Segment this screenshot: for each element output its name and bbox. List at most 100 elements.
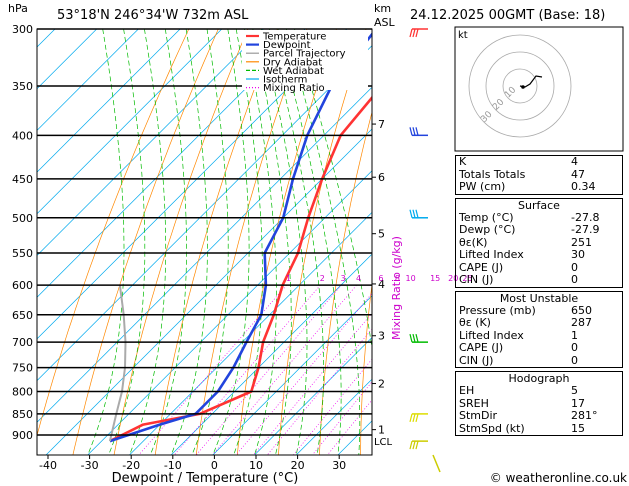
storm-motion-marker [521, 85, 525, 89]
wet-adiabat-line [170, 29, 208, 455]
hodograph-label: kt [458, 30, 468, 41]
stat-row: Temp (°C) -27.8 [456, 210, 622, 225]
legend-entry: Parcel Trajectory [263, 49, 346, 60]
dewpoint-line [109, 32, 372, 443]
stat-value: 15 [571, 421, 585, 435]
mixing-ratio-line [293, 358, 372, 455]
pressure-tick-label: 300 [12, 23, 33, 36]
hodograph-ring [468, 34, 572, 138]
stat-value: 0 [571, 273, 578, 286]
wet-adiabat-line [260, 29, 308, 455]
legend-entry: Dewpoint [263, 40, 311, 51]
x-axis-title: Dewpoint / Temperature (°C) [112, 471, 299, 486]
stat-label: θε (K) [459, 316, 491, 329]
km-tick-label: 5 [378, 228, 385, 241]
stat-row: SREH 17 [456, 396, 622, 411]
mixing-ratio-label: 3 [341, 274, 346, 283]
stat-row: Totals Totals 47 [456, 167, 622, 182]
wind-barb-flag [415, 209, 419, 218]
wet-adiabat-line [108, 29, 146, 455]
isotherm-line [37, 86, 372, 423]
isotherm-line [37, 29, 264, 256]
mixing-ratio-label: 4 [356, 274, 361, 283]
pressure-tick-label: 550 [12, 247, 33, 260]
mixing-ratio-line [235, 292, 372, 455]
wind-barb-flag [412, 333, 416, 343]
dry-adiabat-line [401, 29, 455, 455]
isotherm-line [129, 211, 372, 455]
pressure-tick-label: 850 [12, 408, 33, 421]
wind-barb-flag [415, 28, 419, 38]
km-tick-label: 1 [378, 424, 385, 437]
hodograph-frame [454, 26, 624, 152]
mixing-ratio-label: 1 [286, 274, 291, 283]
isotherm-line [37, 29, 306, 298]
legend-box [242, 30, 368, 90]
hodograph-title: Hodograph [508, 372, 570, 385]
stat-label: Totals Totals [459, 167, 526, 181]
stat-label: EH [459, 384, 475, 397]
wind-barb-flag [409, 127, 413, 136]
stat-value: 4 [571, 155, 578, 168]
wind-barb-flag [412, 440, 416, 450]
dry-adiabat-line [113, 29, 249, 455]
wet-adiabat-line [129, 29, 167, 455]
km-tick-label: 6 [378, 171, 385, 184]
stat-value: 251 [571, 235, 592, 249]
mixing-ratio-label: 6 [378, 274, 383, 283]
pressure-tick-label: 800 [12, 385, 33, 398]
stat-value: 1 [571, 328, 578, 342]
hpa-label: hPa [8, 2, 28, 15]
wind-barb-flag [415, 440, 419, 450]
stat-row: Lifted Index 30 [456, 248, 622, 262]
pressure-tick-label: 750 [12, 362, 33, 375]
legend-entry: Temperature [262, 32, 326, 43]
stat-label: θε(K) [459, 235, 488, 249]
pressure-tick-label: 650 [12, 309, 33, 322]
mixing-ratio-label: 20 [448, 274, 458, 283]
asl-label: ASL [374, 16, 396, 29]
wet-adiabat-line [294, 29, 372, 351]
temperature-line [109, 95, 372, 443]
stat-label: Temp (°C) [459, 210, 514, 224]
stat-row: PW (cm) 0.34 [456, 180, 622, 194]
most-unstable-table: Most Unstable Pressure (mb) 650 θε (K) 287 L… [455, 290, 623, 368]
km-label: km [374, 2, 391, 15]
wind-barb-flag [409, 413, 413, 423]
wind-barb-shaft [432, 454, 441, 473]
pressure-tick-label: 700 [12, 336, 33, 349]
wind-barb-flag [412, 127, 416, 136]
stat-value: 0 [571, 353, 578, 367]
stat-value: 287 [571, 316, 592, 329]
wind-barb-flag [409, 209, 413, 218]
stat-label: CIN (J) [459, 353, 494, 367]
lcl-label: LCL [374, 437, 393, 448]
mixing-ratio-label: 2 [320, 274, 325, 283]
wet-adiabat-line [149, 29, 187, 455]
stat-row: EH 5 [456, 384, 622, 398]
stat-label: K [459, 155, 467, 168]
isobar-lines [37, 28, 372, 436]
dry-adiabat-line [278, 29, 367, 455]
stat-value: 30 [571, 248, 585, 261]
mixing-ratio-axis-title: Mixing Ratio (g/kg) [390, 236, 403, 340]
stat-row: CAPE (J) 0 [456, 341, 622, 355]
stat-label: Lifted Index [459, 328, 524, 342]
wind-barb-flag [412, 413, 416, 423]
stat-label: StmSpd (kt) [459, 421, 525, 435]
isotherm-line [37, 29, 181, 173]
stat-row: θε (K) 287 [456, 316, 622, 330]
stat-value: 17 [571, 396, 585, 410]
x-tick-label: -30 [81, 459, 99, 472]
dry-adiabat-line [154, 29, 278, 455]
wet-adiabat-line [244, 29, 277, 455]
mixing-ratio-label: 8 [395, 274, 400, 283]
stat-value: 5 [571, 384, 578, 397]
wet-adiabat-line [277, 29, 342, 455]
mixing-ratio-label: 15 [430, 274, 440, 283]
x-tick-label: 0 [211, 459, 218, 472]
copyright: © weatheronline.co.uk [490, 471, 627, 485]
